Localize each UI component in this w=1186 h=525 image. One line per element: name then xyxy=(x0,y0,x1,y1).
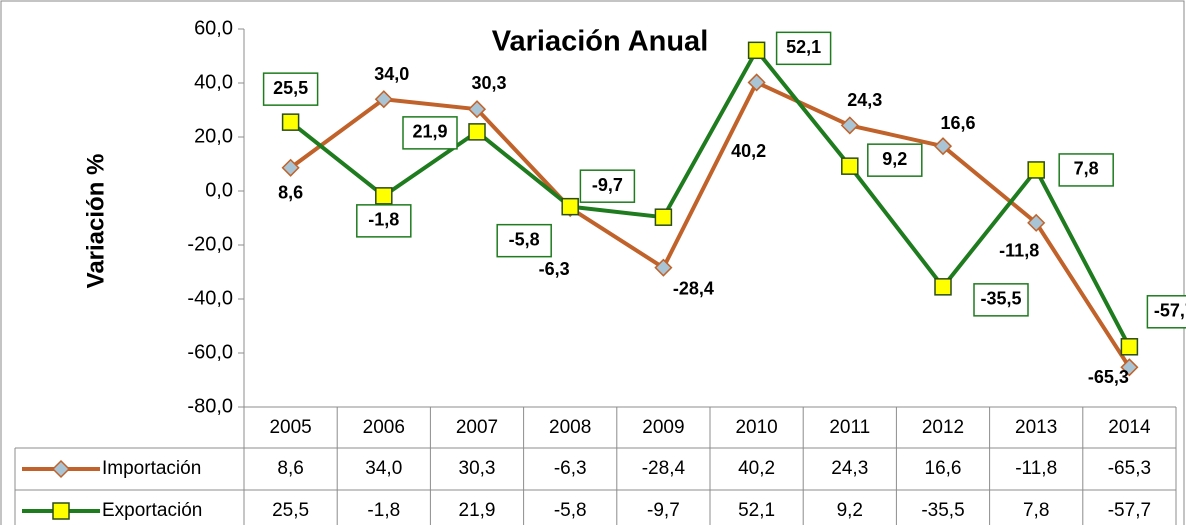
table-cell: 40,2 xyxy=(738,458,775,479)
table-cell: 34,0 xyxy=(365,458,402,479)
data-label: -11,8 xyxy=(999,241,1039,261)
label-box xyxy=(1058,153,1114,187)
data-label: -28,4 xyxy=(673,278,714,298)
chart-title: Variación Anual xyxy=(492,26,709,58)
marker xyxy=(281,158,300,177)
marker xyxy=(561,197,579,216)
data-label: 24,3 xyxy=(847,90,882,110)
marker xyxy=(933,137,953,156)
x-tick-label: 2007 xyxy=(456,417,498,438)
y-tick-label: 40,0 xyxy=(194,71,233,93)
y-tick-label: 0,0 xyxy=(205,179,233,201)
data-label: -5,8 xyxy=(509,229,540,249)
table-cell: 21,9 xyxy=(459,500,496,521)
label-box xyxy=(867,143,923,177)
table-cell: -5,8 xyxy=(554,500,587,521)
data-label: -65,3 xyxy=(1088,367,1129,387)
data-label: 40,2 xyxy=(731,141,766,161)
marker xyxy=(52,502,70,520)
data-label: 7,8 xyxy=(1074,159,1099,179)
label-box xyxy=(775,31,832,66)
x-tick-label: 2010 xyxy=(735,417,777,438)
marker xyxy=(1120,338,1139,356)
marker xyxy=(841,157,859,175)
marker xyxy=(840,116,859,135)
marker xyxy=(654,258,673,277)
data-label: 16,6 xyxy=(940,113,975,133)
x-tick-label: 2006 xyxy=(363,417,405,438)
marker xyxy=(375,187,393,205)
table-cell: -1,8 xyxy=(367,500,400,521)
y-tick-label: -80,0 xyxy=(187,395,233,417)
table-cell: -65,3 xyxy=(1108,458,1151,479)
y-tick-label: -60,0 xyxy=(187,341,233,363)
x-tick-label: 2009 xyxy=(642,417,684,438)
series-line xyxy=(289,80,1132,369)
marker xyxy=(654,208,673,226)
marker xyxy=(747,73,766,92)
x-tick-label: 2008 xyxy=(549,417,591,438)
marker xyxy=(747,41,766,60)
table-cell: 25,5 xyxy=(272,500,309,521)
table-cell: 8,6 xyxy=(277,458,303,479)
label-box xyxy=(402,116,458,150)
label-box xyxy=(973,283,1029,317)
data-label: 30,3 xyxy=(471,73,506,93)
label-box xyxy=(579,169,636,203)
data-label: 52,1 xyxy=(786,37,821,57)
data-label: -6,3 xyxy=(539,259,570,279)
y-tick-label: 60,0 xyxy=(194,17,233,39)
data-label: -35,5 xyxy=(980,289,1021,309)
legend-label: Exportación xyxy=(102,500,202,521)
marker xyxy=(1027,213,1046,232)
data-label: -1,8 xyxy=(368,210,399,230)
table-cell: -6,3 xyxy=(554,458,587,479)
table-cell: 24,3 xyxy=(831,458,868,479)
marker xyxy=(934,278,952,296)
y-tick-label: -40,0 xyxy=(187,287,233,309)
y-tick-label: -20,0 xyxy=(187,233,233,255)
x-tick-label: 2013 xyxy=(1015,417,1057,438)
label-box xyxy=(356,204,412,238)
data-label: -9,7 xyxy=(592,175,623,195)
marker xyxy=(467,100,487,119)
label-box xyxy=(262,72,319,106)
table-cell: 16,6 xyxy=(925,458,962,479)
table-cell: -57,7 xyxy=(1108,500,1151,521)
data-label: 25,5 xyxy=(273,78,308,98)
marker xyxy=(468,123,486,141)
table-cell: 30,3 xyxy=(459,458,496,479)
data-label: 34,0 xyxy=(374,64,409,84)
y-tick-label: 20,0 xyxy=(194,125,233,147)
table-cell: 9,2 xyxy=(837,500,863,521)
series-line xyxy=(289,48,1132,348)
table-cell: -11,8 xyxy=(1015,458,1057,479)
table-cell: 7,8 xyxy=(1023,500,1049,521)
y-axis-label: Variación % xyxy=(82,154,109,289)
data-label: 21,9 xyxy=(412,122,447,142)
x-tick-label: 2005 xyxy=(269,417,311,438)
data-label: 9,2 xyxy=(882,149,907,169)
table-cell: 52,1 xyxy=(738,500,775,521)
table-cell: -9,7 xyxy=(647,500,680,521)
table-cell: -28,4 xyxy=(642,458,686,479)
x-tick-label: 2011 xyxy=(829,417,870,438)
data-label: -57,7 xyxy=(1154,301,1186,321)
x-tick-label: 2012 xyxy=(922,417,964,438)
marker xyxy=(51,459,71,479)
table-cell: -35,5 xyxy=(921,500,964,521)
x-tick-label: 2014 xyxy=(1108,417,1151,438)
data-label: 8,6 xyxy=(278,183,303,203)
legend-label: Importación xyxy=(102,458,201,479)
marker xyxy=(281,113,300,131)
marker xyxy=(374,90,393,109)
marker xyxy=(1027,161,1045,179)
marker xyxy=(1120,358,1139,377)
label-box xyxy=(1146,295,1186,329)
label-box xyxy=(496,223,552,258)
